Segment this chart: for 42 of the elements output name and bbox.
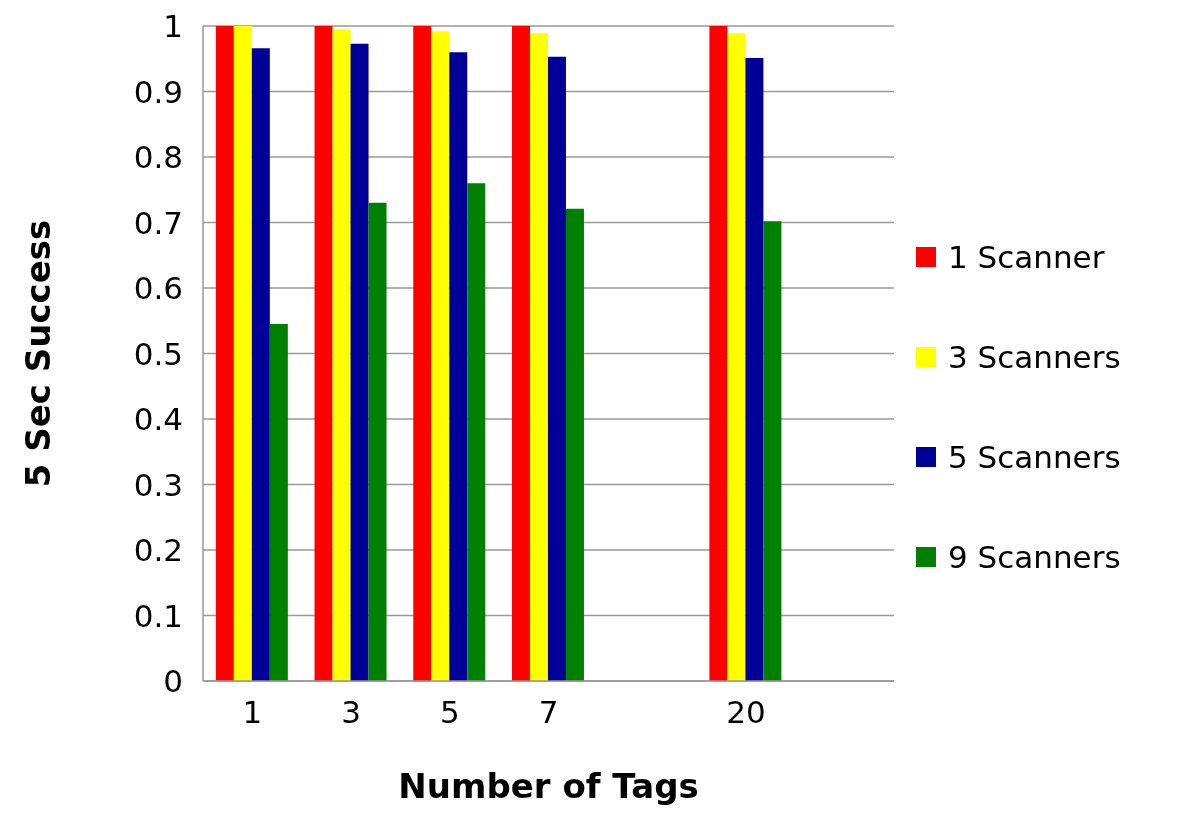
y-tick-label: 1 (163, 8, 183, 45)
legend-label: 9 Scanners (948, 539, 1121, 575)
bar (332, 29, 351, 681)
bar (449, 52, 468, 681)
bar (709, 26, 728, 681)
y-tick-label: 0.3 (133, 466, 183, 503)
y-tick-label: 0.4 (133, 401, 183, 438)
y-tick-label: 0 (163, 663, 183, 700)
x-tick-label: 7 (538, 694, 559, 731)
legend-label: 5 Scanners (948, 439, 1121, 475)
legend-label: 1 Scanner (948, 239, 1105, 275)
bar (763, 221, 782, 681)
bar (529, 33, 548, 681)
y-axis-title: 5 Sec Success (18, 219, 59, 488)
bar (547, 56, 566, 681)
bar (350, 43, 369, 681)
bar (727, 33, 746, 681)
bar (215, 26, 234, 681)
y-tick-label: 0.7 (133, 204, 183, 241)
y-tick-label: 0.1 (133, 597, 183, 634)
bar (565, 208, 584, 681)
x-axis-title: Number of Tags (398, 766, 699, 806)
x-tick-label: 5 (439, 694, 460, 731)
bar (745, 58, 764, 681)
bar (368, 202, 387, 681)
legend-label: 3 Scanners (948, 339, 1121, 375)
bar (467, 183, 486, 681)
bar (431, 31, 450, 681)
bar (413, 26, 432, 681)
y-tick-label: 0.8 (133, 139, 183, 176)
y-tick-label: 0.2 (133, 532, 183, 569)
bar (233, 26, 252, 681)
bar (251, 48, 270, 681)
bar (511, 26, 530, 681)
bar (314, 26, 333, 681)
y-tick-label: 0.9 (133, 73, 183, 110)
x-tick-label: 20 (726, 694, 766, 731)
x-tick-label: 1 (242, 694, 263, 731)
x-tick-label: 3 (341, 694, 361, 731)
y-tick-label: 0.5 (133, 335, 183, 372)
y-tick-label: 0.6 (133, 270, 183, 307)
bar (269, 324, 288, 681)
